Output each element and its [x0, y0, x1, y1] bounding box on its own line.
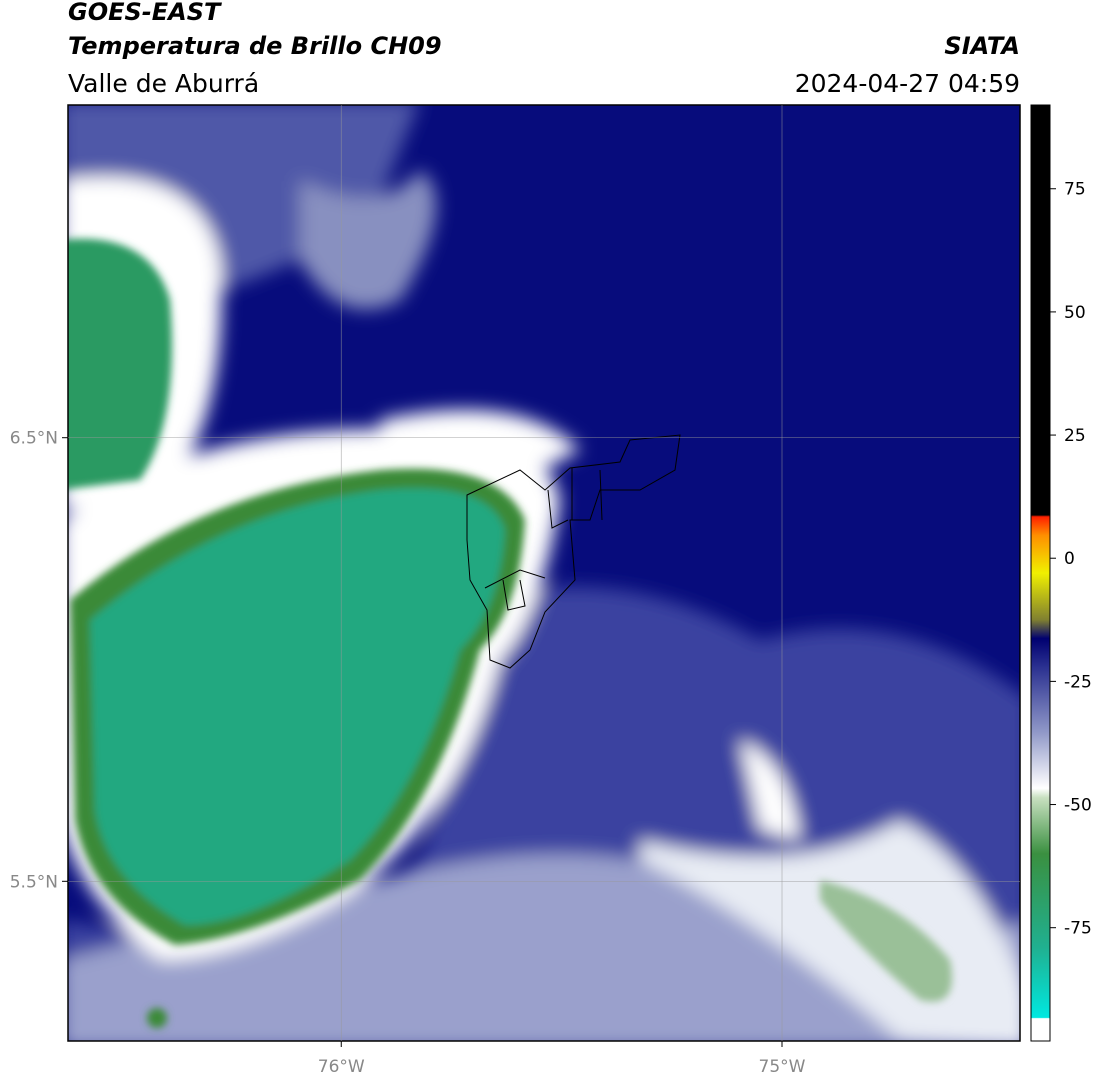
- datetime: 2024-04-27 04:59: [795, 69, 1020, 98]
- region: Valle de Aburrá: [68, 69, 259, 98]
- source: SIATA: [944, 32, 1020, 60]
- colorbar-tick-label: 50: [1064, 303, 1086, 323]
- colorbar: [1030, 104, 1051, 1042]
- colorbar-tick-label: 75: [1064, 180, 1086, 200]
- colorbar-tick-label: -50: [1064, 796, 1092, 816]
- lon-tick-label: 75°W: [759, 1057, 806, 1077]
- colorbar-tick-label: 25: [1064, 426, 1086, 446]
- lat-tick-label: 6.5°N: [10, 429, 58, 449]
- municipal-boundaries: [466, 434, 681, 669]
- colorbar-tick-label: -25: [1064, 672, 1092, 692]
- lon-tick-label: 76°W: [318, 1057, 365, 1077]
- colorbar-tick-label: -75: [1064, 919, 1092, 939]
- colorbar-tick-label: 0: [1064, 549, 1075, 569]
- map-frame: [67, 104, 1021, 1042]
- lat-tick-label: 5.5°N: [10, 872, 58, 892]
- map-image: [68, 105, 1020, 1041]
- subtitle: Temperatura de Brillo CH09: [68, 32, 442, 60]
- title: GOES-EAST: [68, 0, 222, 26]
